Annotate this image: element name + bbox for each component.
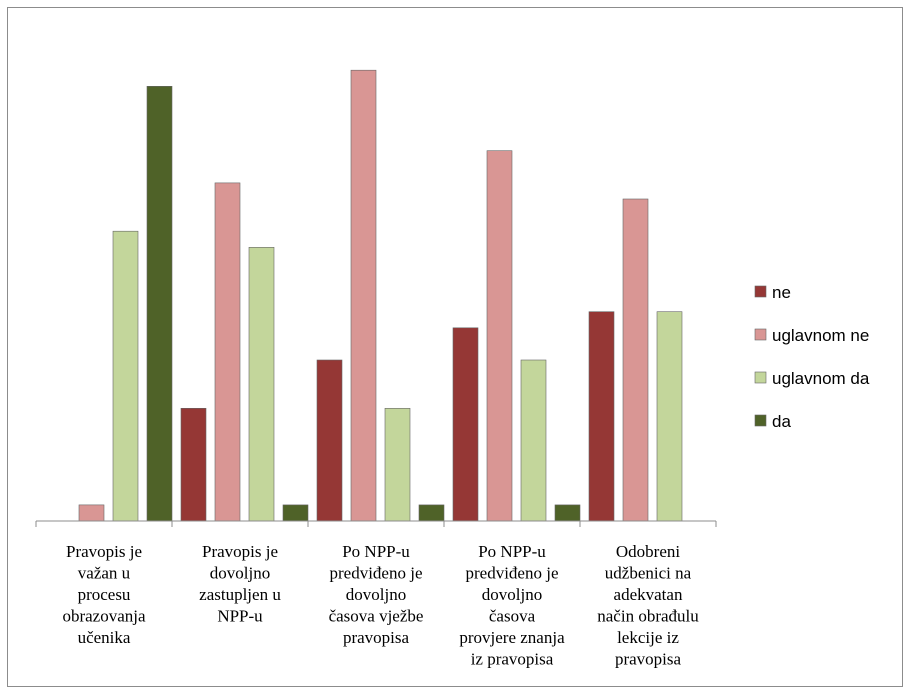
- category-label-line: obrazovanja: [62, 607, 146, 626]
- category-label-line: učenika: [78, 628, 131, 647]
- legend-label-uglavnom-ne: uglavnom ne: [772, 326, 869, 345]
- category-label-line: iz pravopisa: [471, 650, 554, 669]
- legend-label-ne: ne: [772, 283, 791, 302]
- bar-uglavnom-ne-2: [350, 69, 377, 522]
- category-label-line: važan u: [78, 564, 131, 583]
- category-labels: Pravopis je važan u procesu obrazovanja učen…: [62, 542, 699, 669]
- bar-da-2: [418, 504, 445, 522]
- category-label-line: način obrađulu: [597, 607, 699, 626]
- bar-uglavnom-da-2: [384, 407, 411, 522]
- x-axis: [35, 520, 717, 527]
- category-label-line: dovoljno: [482, 585, 542, 604]
- category-label-line: lekcije iz: [617, 628, 679, 647]
- bars-group: [78, 69, 683, 522]
- legend-label-uglavnom-da: uglavnom da: [772, 369, 870, 388]
- category-label-line: Pravopis je: [202, 542, 278, 561]
- category-label-line: predviđeno je: [466, 564, 559, 583]
- category-label-line: Odobreni: [616, 542, 680, 561]
- category-label-line: časova vježbe: [329, 607, 424, 626]
- bar-uglavnom-ne-4: [622, 198, 649, 522]
- bar-da-0: [146, 86, 173, 522]
- category-label-4: Odobreni udžbenici na adekvatan način obrađ…: [597, 542, 699, 669]
- bar-uglavnom-da-4: [656, 311, 683, 522]
- category-label-0: Pravopis je važan u procesu obrazovanja učen…: [62, 542, 146, 647]
- category-label-line: adekvatan: [614, 585, 683, 604]
- bar-da-3: [554, 504, 581, 522]
- legend-swatch-da: [754, 414, 767, 427]
- category-label-line: pravopisa: [343, 628, 410, 647]
- bar-ne-4: [588, 311, 615, 522]
- bar-uglavnom-da-0: [112, 230, 139, 522]
- category-label-line: Po NPP-u: [342, 542, 410, 561]
- bar-uglavnom-da-1: [248, 247, 275, 522]
- category-label-line: Po NPP-u: [478, 542, 546, 561]
- category-label-line: dovoljno: [346, 585, 406, 604]
- category-label-line: provjere znanja: [459, 628, 565, 647]
- bar-uglavnom-da-3: [520, 359, 547, 522]
- legend-swatch-uglavnom-da: [754, 371, 767, 384]
- category-label-2: Po NPP-u predviđeno je dovoljno časova vjež…: [329, 542, 424, 647]
- category-label-line: pravopisa: [615, 650, 682, 669]
- category-label-line: NPP-u: [217, 607, 263, 626]
- category-label-line: procesu: [78, 585, 131, 604]
- category-label-3: Po NPP-u predviđeno je dovoljno časova provj…: [459, 542, 565, 669]
- category-label-line: časova: [489, 607, 536, 626]
- bar-ne-2: [316, 359, 343, 522]
- bar-uglavnom-ne-3: [486, 150, 513, 522]
- bar-ne-3: [452, 327, 479, 522]
- category-label-line: dovoljno: [210, 564, 270, 583]
- bar-da-1: [282, 504, 309, 522]
- legend-label-da: da: [772, 412, 791, 431]
- legend-swatch-uglavnom-ne: [754, 328, 767, 341]
- category-label-line: udžbenici na: [605, 564, 692, 583]
- category-label-line: Pravopis je: [66, 542, 142, 561]
- legend-swatch-ne: [754, 285, 767, 298]
- bar-uglavnom-ne-1: [214, 182, 241, 522]
- category-label-line: zastupljen u: [199, 585, 281, 604]
- bar-ne-1: [180, 407, 207, 522]
- legend: ne uglavnom ne uglavnom da da: [754, 283, 870, 431]
- category-label-1: Pravopis je dovoljno zastupljen u NPP-u: [199, 542, 281, 626]
- category-label-line: predviđeno je: [330, 564, 423, 583]
- bar-uglavnom-ne-0: [78, 504, 105, 522]
